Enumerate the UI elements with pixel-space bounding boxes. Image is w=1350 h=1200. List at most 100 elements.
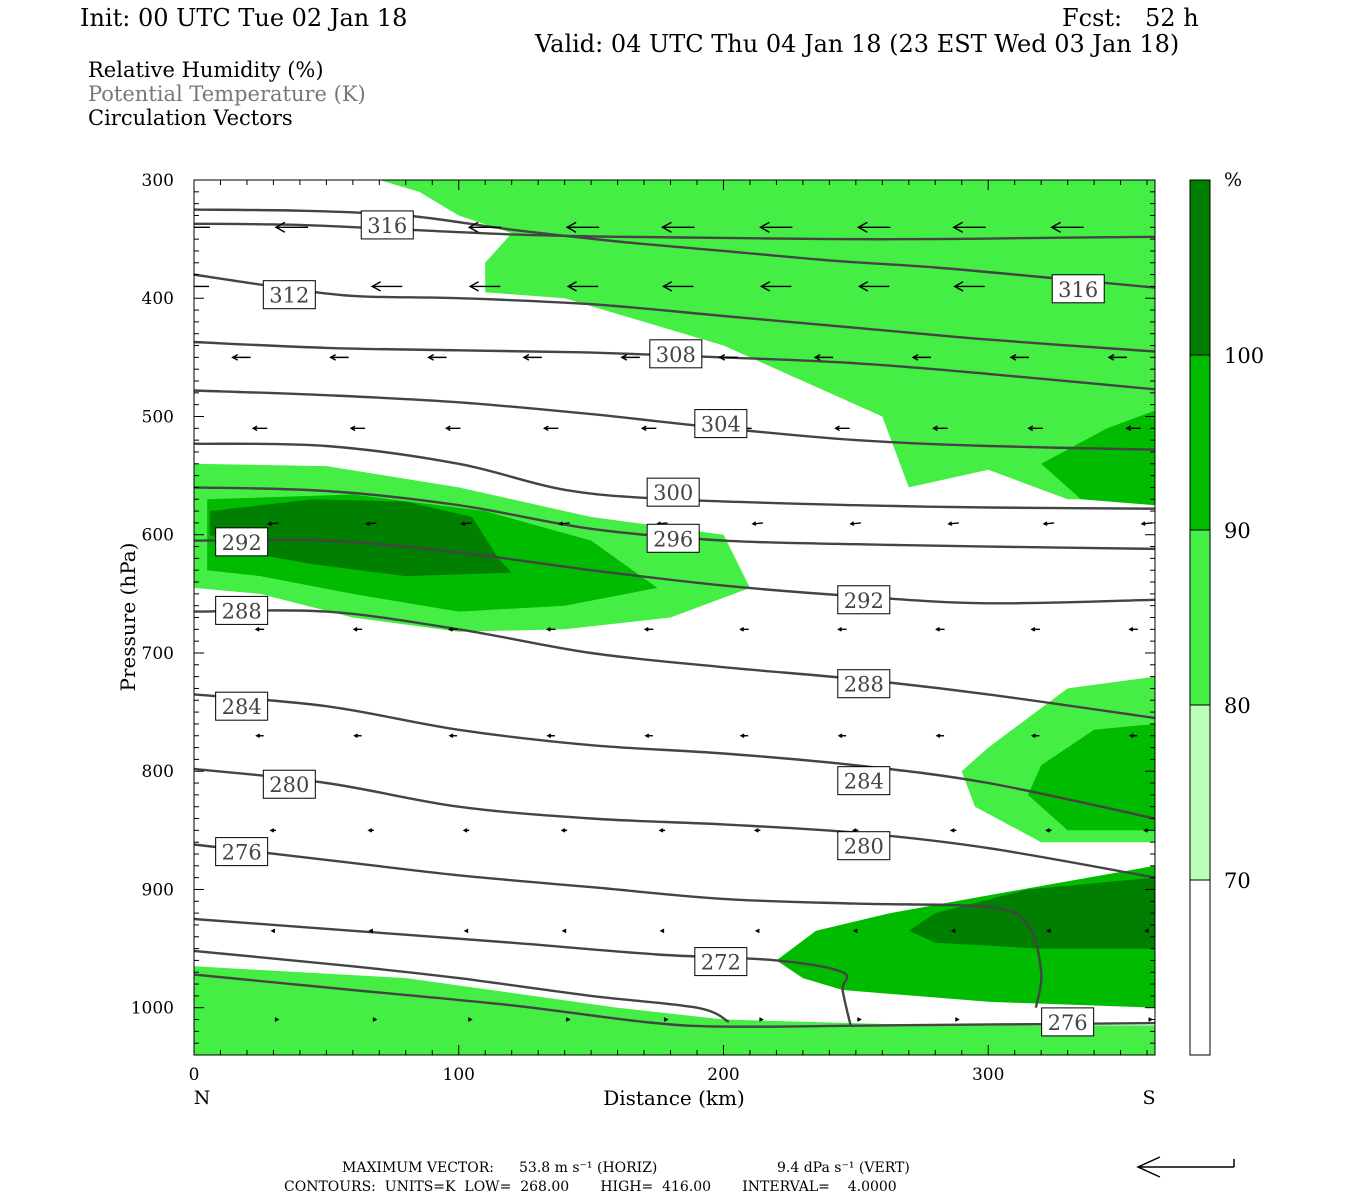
theta-contour-line [194, 222, 1155, 241]
circulation-vector [837, 733, 847, 739]
svg-text:280: 280 [269, 773, 309, 797]
svg-text:276: 276 [1048, 1011, 1088, 1035]
circulation-vector [561, 928, 567, 934]
circulation-vector [560, 828, 568, 833]
circulation-vector [640, 425, 657, 432]
circulation-vector [849, 521, 861, 526]
theta-contours [194, 208, 1155, 1028]
circulation-vector [194, 226, 210, 228]
circulation-vector [542, 425, 559, 432]
y-tick-label: 800 [142, 762, 174, 782]
max-vector-horiz: 53.8 m s⁻¹ (HORIZ) [519, 1160, 657, 1176]
circulation-vector [1125, 425, 1141, 432]
circulation-vector [251, 425, 268, 432]
circulation-vector [932, 425, 948, 432]
svg-text:312: 312 [269, 284, 309, 308]
theta-contour-label: 276 [1041, 1007, 1095, 1037]
axes: 300 400 500 600 700 800 900 1000 0 100 200 300 [131, 171, 1155, 1085]
svg-text:316: 316 [367, 214, 407, 238]
circulation-vector [274, 221, 308, 233]
circulation-vector [1030, 733, 1040, 739]
circulation-vector [953, 281, 985, 292]
theta-contour-label: 280 [837, 831, 891, 861]
theta-contour-label: 292 [215, 527, 269, 557]
rh-region-80 [194, 966, 1155, 1055]
circulation-vector [522, 353, 542, 361]
valid-time: Valid: 04 UTC Thu 04 Jan 18 (23 EST Wed … [535, 30, 1180, 58]
max-vector-vert: 9.4 dPa s⁻¹ (VERT) [777, 1160, 910, 1176]
colorbar-label: 80 [1224, 694, 1251, 718]
svg-text:292: 292 [222, 531, 262, 555]
rh-region-80 [379, 180, 1155, 500]
circulation-vector [353, 733, 362, 739]
theta-contour-label: 288 [215, 595, 269, 625]
rh-region-100 [908, 877, 1155, 949]
svg-text:288: 288 [222, 599, 262, 623]
circulation-vector [718, 353, 738, 361]
circulation-vector [462, 828, 470, 833]
circulation-vector [753, 828, 761, 833]
circulation-vector [1042, 521, 1055, 526]
y-tick-label: 400 [142, 289, 174, 309]
colorbar-segment [1189, 879, 1211, 1056]
svg-text:296: 296 [653, 527, 693, 551]
circulation-vector [566, 281, 599, 292]
forecast-hour: Fcst: 52 h [1062, 4, 1199, 32]
colorbar-label: 70 [1224, 869, 1251, 893]
x-end-label-north: N [194, 1087, 211, 1109]
y-tick-label: 600 [142, 526, 174, 546]
theta-contour-line [194, 538, 1155, 605]
circulation-vector [444, 425, 461, 432]
circulation-vector [372, 1017, 378, 1022]
rh-region-100 [209, 499, 512, 577]
theta-contour-line [194, 949, 730, 1023]
theta-contour-line [194, 843, 1043, 1008]
svg-text:304: 304 [701, 413, 741, 437]
x-tick-label: 0 [189, 1065, 200, 1085]
theta-contour-line [194, 917, 852, 1026]
svg-text:300: 300 [653, 481, 693, 505]
svg-text:292: 292 [844, 589, 884, 613]
circulation-vector [952, 221, 986, 233]
circulation-vector [857, 1017, 862, 1022]
theta-contour-label: 284 [215, 691, 269, 721]
colorbar-segment [1189, 354, 1211, 531]
circulation-vector [643, 627, 654, 632]
theta-contour-labels: 316 312 308 304 300 296 292 292 288 288 284 284 280 2… [215, 210, 1105, 1037]
circulation-vector [546, 733, 555, 739]
x-tick-label: 200 [707, 1065, 739, 1085]
circulation-vector [834, 425, 850, 432]
x-axis-label: Distance (km) [603, 1086, 745, 1110]
circulation-vector [467, 221, 502, 233]
colorbar-label: 90 [1224, 519, 1251, 543]
y-tick-label: 700 [142, 644, 174, 664]
circulation-vector [545, 627, 556, 632]
theta-contour-line [194, 693, 1155, 820]
circulation-vector [947, 521, 959, 526]
circulation-vector [368, 928, 374, 934]
circulation-vector [739, 627, 749, 632]
theta-contour-label: 284 [837, 766, 891, 796]
circulation-vector [1107, 353, 1127, 361]
colorbar-segment [1189, 704, 1211, 881]
colorbar-segment [1189, 529, 1211, 706]
circulation-vector [427, 353, 447, 361]
y-tick-label: 300 [142, 171, 174, 191]
circulation-vector [352, 627, 363, 632]
circulation-vector [367, 828, 374, 833]
theta-contour-line [194, 442, 1155, 510]
theta-contour-line [194, 208, 1155, 289]
circulation-vector [558, 521, 570, 526]
theta-contour-label: 316 [360, 210, 414, 240]
circulation-vector [194, 285, 209, 288]
circulation-vector [270, 928, 276, 934]
circulation-vector [949, 828, 957, 833]
circulation-vector [758, 221, 793, 233]
theta-contour-line [194, 273, 1155, 353]
svg-text:284: 284 [222, 695, 262, 719]
circulation-vector [329, 353, 349, 361]
circulation-vector [754, 928, 760, 934]
circulation-vector [954, 1017, 960, 1022]
circulation-vector [460, 521, 472, 526]
